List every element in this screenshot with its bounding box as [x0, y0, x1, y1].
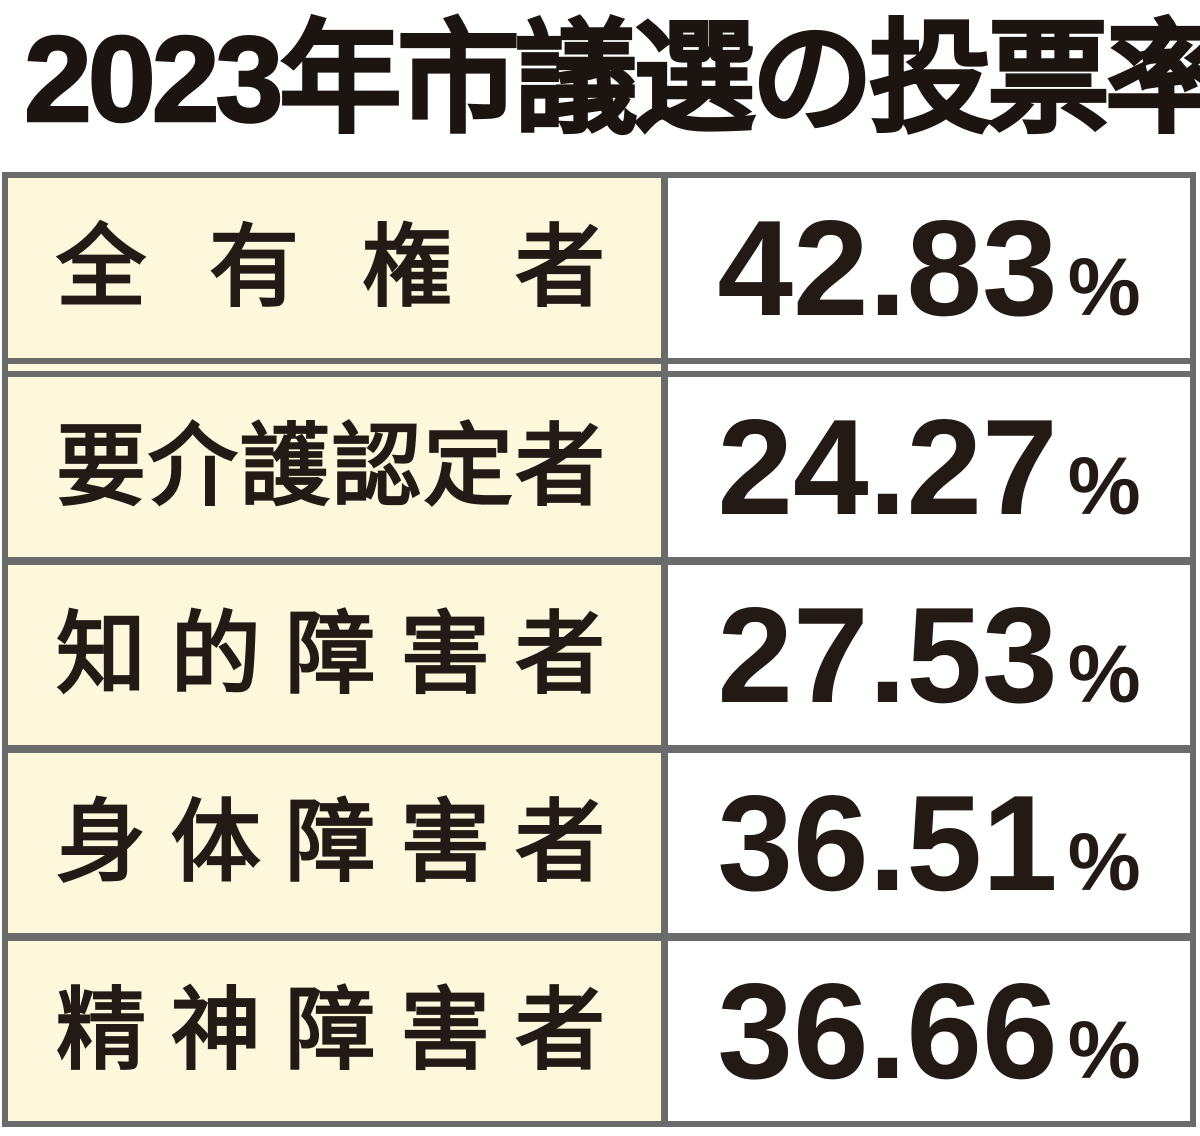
table-row-mental-disability: 精神障害者 36.66% [8, 941, 1190, 1121]
percent-sign: % [1067, 242, 1141, 333]
row-label: 全有権者 [8, 178, 661, 358]
column-divider [661, 941, 668, 1121]
divider-gap [8, 364, 1190, 371]
voting-rate-table: 全有権者 42.83% 要介護認定者 24.27% 知的障害者 27.53% [2, 172, 1196, 1127]
row-value: 42.83% [668, 178, 1190, 358]
row-value: 36.66% [668, 941, 1190, 1121]
row-divider [8, 933, 1190, 941]
percent-sign: % [1067, 629, 1141, 720]
row-divider [8, 745, 1190, 753]
value-number: 27.53 [717, 579, 1058, 731]
table-row-all-voters: 全有権者 42.83% [8, 178, 1190, 358]
row-value: 36.51% [668, 753, 1190, 933]
value-number: 24.27 [717, 391, 1058, 543]
row-label: 知的障害者 [8, 565, 661, 745]
column-divider [661, 178, 668, 358]
value-number: 36.51 [717, 767, 1058, 919]
column-divider [661, 753, 668, 933]
row-value: 27.53% [668, 565, 1190, 745]
page-title: 2023年市議選の投票率 [23, 10, 1200, 148]
divider-gap-left [8, 364, 661, 371]
value-number: 42.83 [717, 192, 1058, 344]
value-number: 36.66 [717, 955, 1058, 1107]
divider-line [8, 371, 1190, 377]
table-row-intellectual-disability: 知的障害者 27.53% [8, 565, 1190, 745]
column-divider [661, 364, 668, 371]
divider-gap-right [668, 364, 1190, 371]
row-label: 身体障害者 [8, 753, 661, 933]
percent-sign: % [1067, 817, 1141, 908]
row-label: 要介護認定者 [8, 377, 661, 557]
column-divider [661, 565, 668, 745]
table-row-physical-disability: 身体障害者 36.51% [8, 753, 1190, 933]
double-row-divider [8, 358, 1190, 377]
row-divider [8, 557, 1190, 565]
row-value: 24.27% [668, 377, 1190, 557]
row-label: 精神障害者 [8, 941, 661, 1121]
percent-sign: % [1067, 1005, 1141, 1096]
table-row-care-certified: 要介護認定者 24.27% [8, 377, 1190, 557]
column-divider [661, 377, 668, 557]
divider-line [8, 358, 1190, 364]
percent-sign: % [1067, 441, 1141, 532]
